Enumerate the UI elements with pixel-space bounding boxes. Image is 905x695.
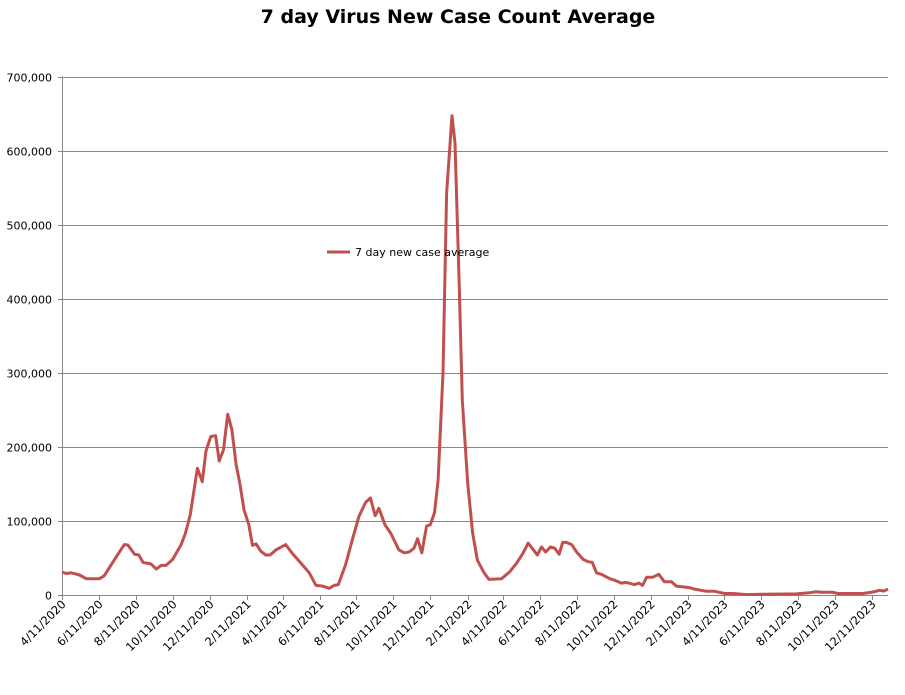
y-tick-label: 500,000 bbox=[7, 220, 53, 233]
legend: 7 day new case average bbox=[327, 246, 490, 259]
chart-title: 7 day Virus New Case Count Average bbox=[261, 6, 656, 28]
gridlines bbox=[62, 77, 888, 522]
y-tick-label: 600,000 bbox=[7, 146, 53, 159]
y-tick-label: 300,000 bbox=[7, 368, 53, 381]
y-tick-label: 100,000 bbox=[7, 516, 53, 529]
y-tick-label: 0 bbox=[45, 590, 52, 603]
y-tick-label: 400,000 bbox=[7, 294, 53, 307]
y-tick-label: 700,000 bbox=[7, 72, 53, 85]
y-axis: 0 100,000 200,000 300,000 400,000 500,000 600,… bbox=[7, 72, 63, 603]
x-axis: 4/11/20206/11/20208/11/202010/11/202012/… bbox=[17, 595, 888, 654]
series-group bbox=[61, 114, 889, 597]
legend-label: 7 day new case average bbox=[355, 246, 490, 259]
y-tick-label: 200,000 bbox=[7, 442, 53, 455]
series-line bbox=[61, 114, 889, 597]
